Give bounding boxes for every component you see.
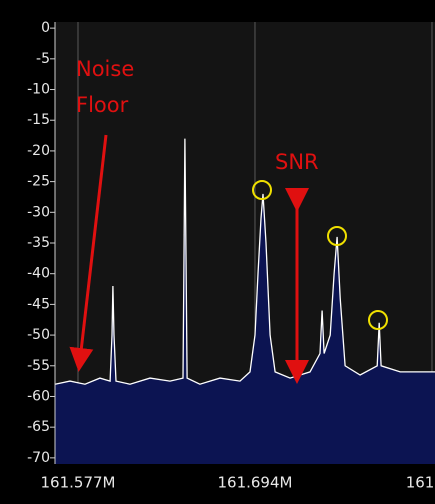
y-tick-label: -45: [27, 296, 50, 312]
spectrum-line: [54, 138, 435, 385]
x-tick-label: 161.694M: [217, 474, 292, 492]
peak-marker: [327, 226, 347, 246]
y-tick-label: -5: [36, 51, 50, 67]
y-tick-label: -40: [27, 266, 50, 282]
y-tick-label: -60: [27, 388, 50, 404]
y-tick-label: -15: [27, 112, 50, 128]
x-tick-label: 161.81: [406, 474, 435, 492]
y-tick-label: -35: [27, 235, 50, 251]
y-tick-label: -20: [27, 143, 50, 159]
annotation: Noise: [76, 57, 134, 81]
y-tick-label: -50: [27, 327, 50, 343]
y-tick-label: -65: [27, 419, 50, 435]
area-fill: [55, 138, 435, 464]
peak-marker: [368, 310, 388, 330]
annotation: SNR: [275, 150, 319, 174]
y-tick-label: 0: [41, 20, 50, 36]
plot: [54, 22, 435, 464]
x-tick-label: 161.577M: [41, 474, 116, 492]
y-tick-label: -70: [27, 450, 50, 466]
noise-arrow: [69, 134, 108, 372]
y-tick-label: -30: [27, 204, 50, 220]
y-tick-label: -55: [27, 358, 50, 374]
annotation: Floor: [76, 93, 129, 117]
peak-marker: [252, 180, 272, 200]
y-tick-label: -25: [27, 174, 50, 190]
y-tick-label: -10: [27, 82, 50, 98]
